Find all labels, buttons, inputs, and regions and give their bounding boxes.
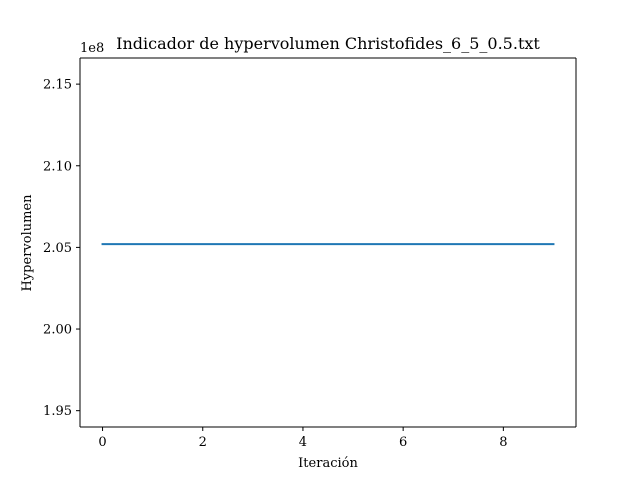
x-tick-label: 6 xyxy=(399,435,407,450)
y-tick-label: 1.95 xyxy=(43,404,72,419)
axes-layer: 0 2 4 6 8 1.95 2.00 2.05 2.10 2.15 xyxy=(43,57,577,450)
x-axis-label: Iteración xyxy=(298,456,358,471)
y-axis-offset-label: 1e8 xyxy=(80,41,104,56)
y-tick-label: 2.10 xyxy=(43,159,72,174)
y-tick-label: 2.05 xyxy=(43,241,72,256)
chart-title: Indicador de hypervolumen Christofides_6… xyxy=(116,34,540,53)
x-tick-label: 8 xyxy=(499,435,507,450)
x-tick-label: 4 xyxy=(299,435,307,450)
y-tick-label: 2.15 xyxy=(43,78,72,93)
y-axis-label: Hypervolumen xyxy=(20,194,35,292)
x-tick-label: 0 xyxy=(98,435,106,450)
y-tick-label: 2.00 xyxy=(43,323,72,338)
x-tick-label: 2 xyxy=(199,435,207,450)
